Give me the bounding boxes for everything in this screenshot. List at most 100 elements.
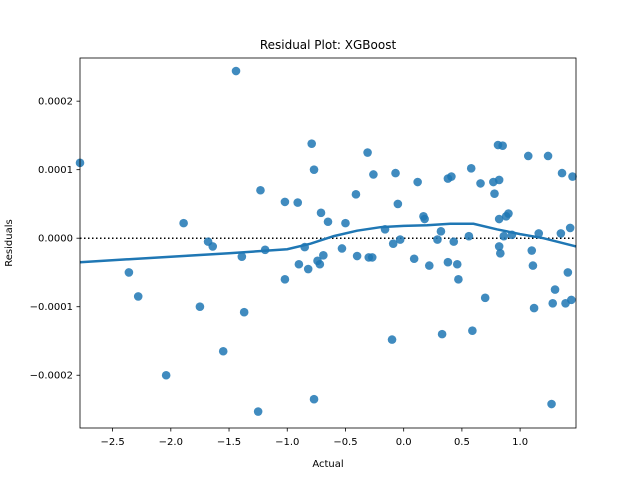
y-tick-label: −0.0001	[30, 302, 73, 313]
data-point	[424, 261, 434, 270]
data-point	[395, 235, 405, 244]
data-point	[449, 237, 459, 246]
data-point	[315, 259, 325, 269]
data-point	[293, 198, 303, 207]
data-point	[466, 164, 476, 173]
lowess-line-group	[79, 222, 577, 264]
data-point	[280, 197, 290, 207]
data-point	[319, 251, 328, 260]
data-point	[391, 168, 400, 178]
data-point	[341, 218, 350, 228]
x-tick-label: −2.0	[159, 437, 183, 448]
data-point	[208, 242, 218, 251]
data-point	[476, 179, 485, 188]
data-point	[499, 231, 509, 241]
data-point	[420, 214, 429, 224]
data-point	[563, 268, 573, 277]
data-point	[256, 185, 265, 195]
data-point	[565, 223, 575, 233]
lowess-trend-line	[79, 222, 577, 264]
data-point	[557, 168, 567, 178]
x-tick-label: −0.5	[333, 437, 357, 448]
data-point	[352, 251, 362, 261]
x-tick-label: −2.5	[100, 437, 124, 448]
data-point	[494, 242, 504, 251]
data-point	[443, 257, 453, 267]
chart-title: Residual Plot: XGBoost	[260, 38, 397, 52]
data-point	[388, 239, 398, 248]
plot-area	[75, 57, 577, 429]
data-point	[351, 190, 361, 199]
data-point	[294, 259, 304, 269]
data-point	[454, 275, 463, 284]
y-tick-label: 0.0000	[38, 234, 73, 245]
plot-background	[80, 58, 576, 428]
data-point	[529, 303, 539, 313]
data-point	[367, 253, 377, 262]
data-point	[504, 209, 513, 218]
scatter-points	[75, 66, 577, 416]
x-tick-label: −1.0	[275, 437, 299, 448]
y-tick-label: −0.0002	[30, 371, 73, 382]
data-point	[527, 246, 537, 255]
data-point	[363, 148, 372, 157]
x-tick-label: 0.5	[454, 437, 470, 448]
x-axis-ticks: −2.5 −2.0 −1.5 −1.0 −0.5 0.0 0.5 1.0	[100, 428, 528, 448]
y-axis-label: Residuals	[4, 219, 15, 266]
y-axis-ticks: −0.0002 −0.0001 0.0000 0.0001 0.0002	[30, 97, 80, 382]
data-point	[409, 254, 419, 264]
data-point	[447, 172, 456, 181]
y-tick-label: 0.0002	[38, 97, 73, 108]
data-point	[369, 170, 378, 179]
data-point	[567, 295, 576, 305]
data-point	[303, 264, 313, 274]
data-point	[413, 177, 422, 187]
data-point	[237, 252, 247, 262]
data-point	[547, 399, 556, 409]
data-point	[468, 326, 477, 336]
data-point	[568, 172, 577, 181]
data-point	[161, 370, 171, 380]
x-tick-label: −1.5	[217, 437, 241, 448]
data-point	[253, 407, 263, 416]
data-point	[543, 151, 553, 161]
data-point	[433, 235, 442, 244]
data-point	[494, 214, 504, 224]
data-point	[307, 139, 316, 148]
data-point	[494, 175, 504, 185]
x-tick-label: 1.0	[512, 437, 528, 448]
data-point	[480, 293, 490, 303]
data-point	[452, 259, 462, 269]
data-point	[528, 261, 538, 270]
data-point	[496, 248, 505, 258]
data-point	[124, 268, 134, 277]
plot-frame	[79, 57, 577, 429]
data-point	[556, 229, 566, 238]
data-point	[498, 141, 507, 151]
data-point	[534, 229, 544, 238]
data-point	[239, 307, 249, 317]
data-point	[309, 165, 319, 174]
data-point	[195, 302, 205, 312]
data-point	[548, 298, 558, 308]
data-point	[436, 227, 446, 236]
data-point	[464, 231, 474, 241]
data-point	[231, 66, 241, 76]
data-point	[133, 292, 143, 301]
data-point	[323, 217, 333, 227]
data-point	[490, 189, 499, 198]
x-tick-label: 0.0	[396, 437, 412, 448]
data-point	[437, 329, 447, 339]
data-point	[280, 275, 290, 284]
data-point	[523, 151, 533, 161]
data-point	[316, 208, 326, 218]
y-tick-label: 0.0001	[38, 165, 73, 176]
x-axis-label: Actual	[312, 459, 343, 470]
data-point	[550, 285, 560, 294]
data-point	[387, 335, 397, 344]
data-point	[309, 394, 319, 404]
data-point	[179, 218, 188, 228]
data-point	[337, 244, 347, 253]
data-point	[393, 199, 403, 209]
